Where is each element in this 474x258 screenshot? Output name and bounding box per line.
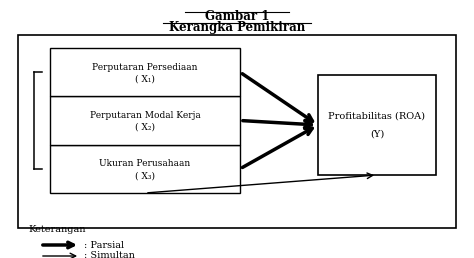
Text: Perputaran Persediaan: Perputaran Persediaan bbox=[92, 63, 198, 72]
Bar bbox=[50, 145, 240, 193]
Text: Perputaran Modal Kerja: Perputaran Modal Kerja bbox=[90, 111, 201, 120]
Bar bbox=[50, 48, 240, 96]
Text: Profitabilitas (ROA): Profitabilitas (ROA) bbox=[328, 111, 426, 120]
Text: ( X₃): ( X₃) bbox=[135, 171, 155, 180]
Text: Gambar 1: Gambar 1 bbox=[205, 10, 269, 23]
Text: : Simultan: : Simultan bbox=[84, 252, 135, 258]
Text: ( X₂): ( X₂) bbox=[135, 123, 155, 132]
Text: Ukuran Perusahaan: Ukuran Perusahaan bbox=[100, 159, 191, 168]
Text: Kerangka Pemikiran: Kerangka Pemikiran bbox=[169, 21, 305, 34]
Text: Keterangan: Keterangan bbox=[28, 225, 85, 234]
Text: (Y): (Y) bbox=[370, 130, 384, 139]
Bar bbox=[318, 75, 436, 175]
Text: : Parsial: : Parsial bbox=[84, 240, 124, 249]
Bar bbox=[18, 35, 456, 228]
Text: ( X₁): ( X₁) bbox=[135, 75, 155, 84]
Bar bbox=[50, 96, 240, 145]
